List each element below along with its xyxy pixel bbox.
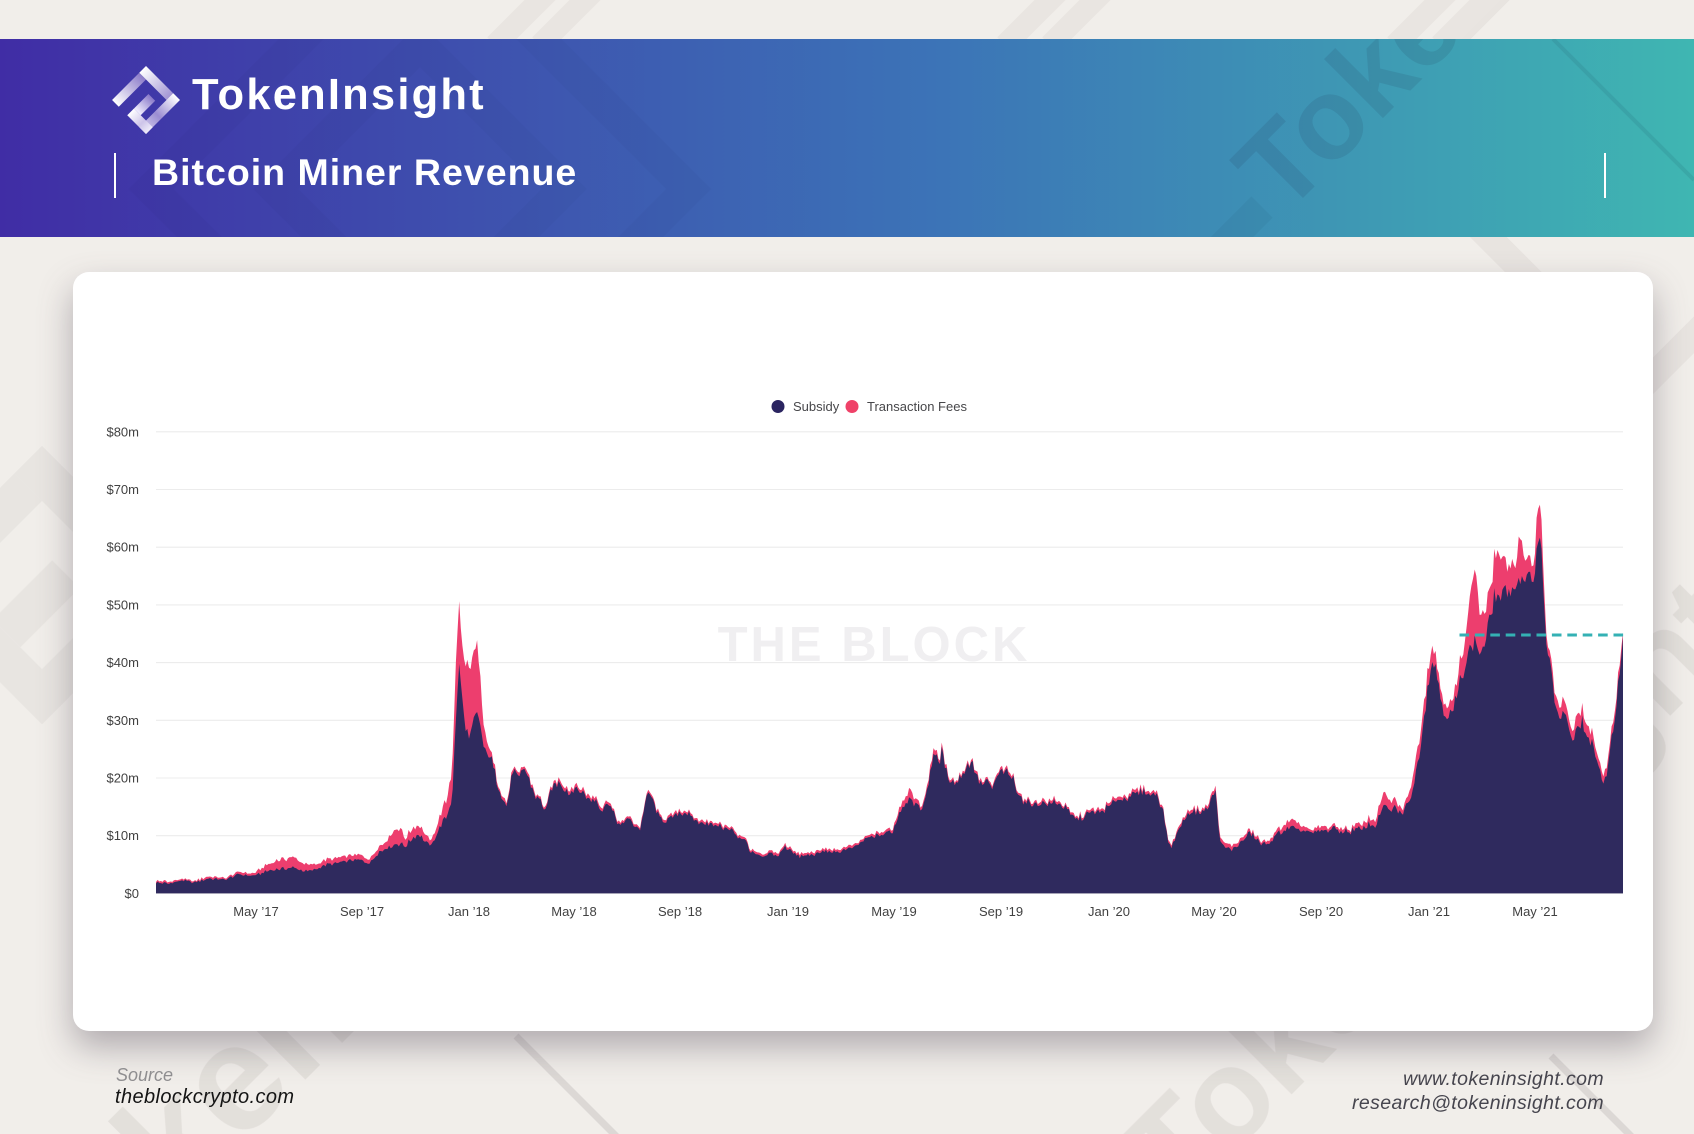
- svg-text:$70m: $70m: [106, 482, 139, 497]
- svg-text:Sep ’17: Sep ’17: [340, 904, 384, 919]
- svg-text:Jan ’19: Jan ’19: [767, 904, 809, 919]
- svg-text:Sep ’19: Sep ’19: [979, 904, 1023, 919]
- svg-text:$20m: $20m: [106, 771, 139, 786]
- svg-text:$80m: $80m: [106, 424, 139, 439]
- svg-text:$0: $0: [125, 886, 139, 901]
- svg-text:May ’21: May ’21: [1512, 904, 1558, 919]
- svg-text:May ’18: May ’18: [551, 904, 597, 919]
- svg-text:Transaction Fees: Transaction Fees: [867, 399, 967, 414]
- svg-text:THE BLOCK: THE BLOCK: [718, 618, 1031, 672]
- svg-text:May ’20: May ’20: [1191, 904, 1237, 919]
- svg-text:Jan ’21: Jan ’21: [1408, 904, 1450, 919]
- svg-text:$30m: $30m: [106, 713, 139, 728]
- svg-text:Jan ’20: Jan ’20: [1088, 904, 1130, 919]
- svg-text:Sep ’18: Sep ’18: [658, 904, 702, 919]
- svg-text:$60m: $60m: [106, 540, 139, 555]
- svg-text:Subsidy: Subsidy: [793, 399, 840, 414]
- svg-text:May ’19: May ’19: [871, 904, 917, 919]
- svg-text:Jan ’18: Jan ’18: [448, 904, 490, 919]
- svg-text:May ’17: May ’17: [233, 904, 279, 919]
- svg-text:$40m: $40m: [106, 655, 139, 670]
- svg-text:$50m: $50m: [106, 597, 139, 612]
- svg-text:$10m: $10m: [106, 828, 139, 843]
- svg-text:Sep ’20: Sep ’20: [1299, 904, 1343, 919]
